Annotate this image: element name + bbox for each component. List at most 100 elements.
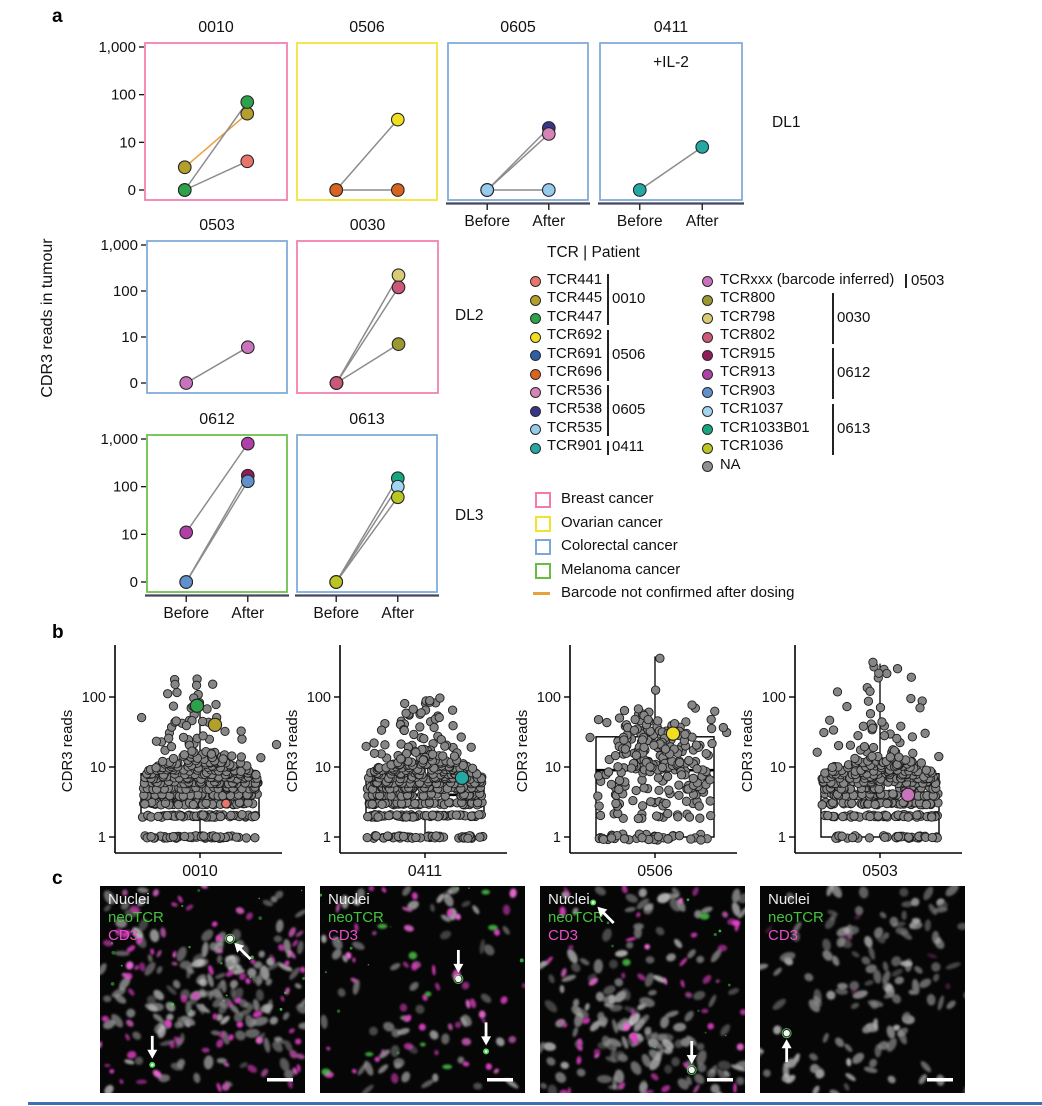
legend-patient-0503: 0503 <box>911 271 945 289</box>
data-point-TCR913-before <box>179 525 194 540</box>
legend-label: TCR800 <box>720 290 776 306</box>
highlight-point-TCR441 <box>221 798 231 809</box>
highlighted-cell <box>688 1066 695 1074</box>
panel-b-y-axis-label: CDR3 reads <box>514 710 531 793</box>
subplot-0010: 0010 <box>144 19 288 201</box>
arrow-icon <box>686 1041 697 1064</box>
cancer-frame <box>296 240 439 394</box>
data-point-TCR798-after <box>391 268 406 283</box>
y-tick-label: 100 <box>307 690 331 706</box>
highlight-point-TCR447 <box>189 698 205 713</box>
y-tick-label: 0 <box>130 375 138 392</box>
legend-label: TCRxxx (barcode inferred) <box>720 271 895 288</box>
connector-line-TCR802 <box>335 286 400 384</box>
x-tick-label: After <box>381 605 414 622</box>
cancer-frame <box>296 42 438 201</box>
legend-label: TCR535 <box>547 419 603 436</box>
data-point-TCR903-after <box>240 474 255 489</box>
subplot-title: 0605 <box>500 19 536 36</box>
jitter-points <box>585 653 732 845</box>
y-tick-label: 1 <box>98 830 106 846</box>
legend-dot-TCR800 <box>701 294 713 306</box>
data-point-TCR903-before <box>179 575 194 589</box>
y-tick-label: 0 <box>130 574 138 591</box>
legend-patient-0613: 0613 <box>837 419 871 437</box>
connector-line-TCR692 <box>335 119 399 191</box>
subplot-0030: 0030 <box>296 217 439 394</box>
cancer-frame <box>146 434 288 593</box>
arrow-icon <box>597 906 615 924</box>
jitter-points <box>812 657 944 843</box>
legend-dot-TCR692 <box>529 331 541 343</box>
legend-dot-TCRxxx <box>701 276 713 287</box>
panel-b-y-axis-label: CDR3 reads <box>739 710 756 793</box>
panel-a-y-axis-label: CDR3 reads in tumour <box>39 238 56 398</box>
highlighted-cell <box>455 975 462 983</box>
arrow-icon <box>147 1035 158 1059</box>
panel-b-y-axis-label: CDR3 reads <box>59 710 76 793</box>
y-tick-label: 100 <box>537 690 561 706</box>
y-tick-label: 100 <box>113 479 138 496</box>
connector-line-TCR913 <box>185 443 249 533</box>
subplot-title: 0411 <box>654 19 689 36</box>
y-tick-label: 1,000 <box>98 39 136 56</box>
legend-label: TCR903 <box>720 382 776 399</box>
x-tick-label: After <box>532 213 565 230</box>
y-tick-label: 10 <box>315 760 331 776</box>
x-tick-label: Before <box>617 213 663 230</box>
subplot-title: 0612 <box>199 411 235 428</box>
legend-patient-0411: 0411 <box>612 438 645 455</box>
annotation: +IL-2 <box>653 54 689 71</box>
cancer-frame <box>144 42 288 201</box>
data-point-TCR802-before <box>329 376 344 390</box>
dose-label: DL3 <box>455 507 483 524</box>
x-tick-label: Before <box>464 213 510 230</box>
y-tick-label: 10 <box>121 329 138 346</box>
cancer-legend-label: Ovarian cancer <box>561 513 663 531</box>
connector-line-TCRxxx <box>185 346 249 384</box>
y-tick-label: 1 <box>553 830 561 846</box>
legend-group-bar <box>607 274 609 325</box>
tcr-legend-header: TCR | Patient <box>547 244 640 261</box>
channel-label-Nuclei: Nuclei <box>328 891 370 908</box>
scale-bar <box>487 1078 513 1082</box>
legend-group-bar <box>607 329 609 381</box>
arrow-icon <box>234 942 252 961</box>
boxplot-0506: 100 10 1 0506 CDR3 reads <box>514 645 737 880</box>
highlight-point-TCR692 <box>665 726 681 741</box>
data-point-TCR901-before <box>632 183 647 197</box>
legend-label: TCR901 <box>547 438 603 454</box>
boxplot-0503: 100 10 1 0503 CDR3 reads <box>739 645 962 880</box>
legend-dot-TCR535 <box>529 424 541 435</box>
legend-dot-TCR1033B01 <box>701 424 713 435</box>
subplot-0506: 0506 <box>296 19 438 201</box>
barcode-line-icon <box>533 592 550 595</box>
data-point-TCR445-after <box>240 106 255 121</box>
subplot-title: 0503 <box>199 217 235 234</box>
legend-dot-TCR441 <box>529 276 541 287</box>
highlight-point-TCR901 <box>454 770 470 785</box>
y-tick-label: 10 <box>770 760 786 776</box>
subplot-title: 0010 <box>198 19 234 36</box>
data-point-TCR535-before <box>480 183 495 197</box>
x-tick-label: Before <box>313 605 359 622</box>
subplot-title: 0030 <box>350 217 386 234</box>
legend-dot-TCR915 <box>701 350 713 361</box>
cancer-frame <box>146 240 288 394</box>
y-tick-label: 100 <box>113 283 138 300</box>
panel-b-label: b <box>52 622 64 643</box>
x-tick-label: After <box>686 213 719 230</box>
legend-group-bar <box>832 403 834 455</box>
legend-patient-0506: 0506 <box>612 345 646 363</box>
y-tick-label: 100 <box>111 87 136 104</box>
data-point-TCR445-before <box>177 160 192 175</box>
data-point-TCR447-after <box>240 95 255 109</box>
subplot-title: 0506 <box>349 19 385 36</box>
panel-a-label: a <box>52 6 63 27</box>
legend-group-bar <box>832 292 834 344</box>
legend-label: TCR915 <box>720 345 776 362</box>
legend-group-bar <box>832 348 834 399</box>
data-point-TCR800-after <box>391 337 406 351</box>
